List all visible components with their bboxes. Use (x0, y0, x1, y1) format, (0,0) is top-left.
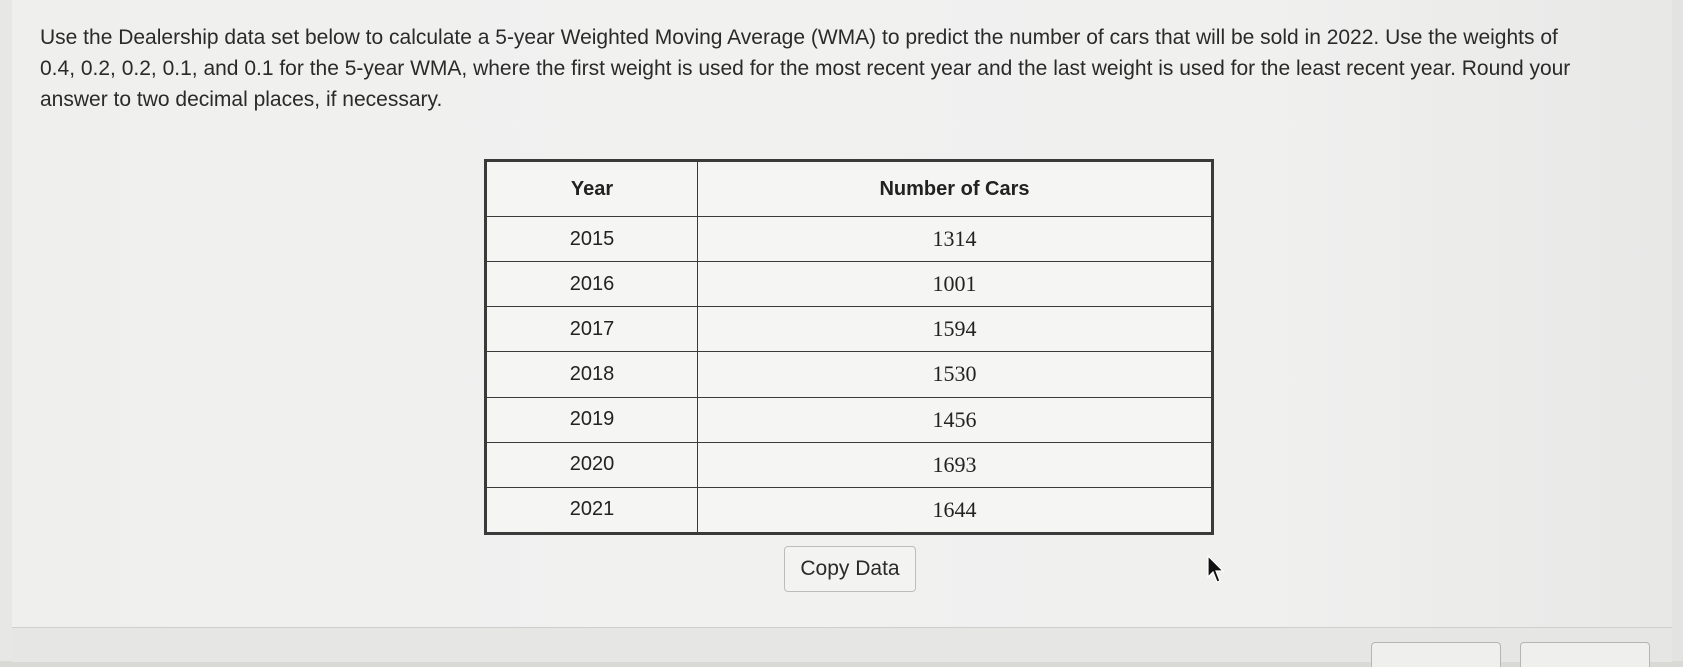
table-row: 2020 1693 (486, 441, 1212, 488)
table-row: 2016 1001 (486, 261, 1212, 308)
copy-data-button[interactable]: Copy Data (784, 546, 916, 592)
cell-year: 2020 (486, 441, 698, 488)
question-line-1: Use the Dealership data set below to cal… (40, 26, 1558, 49)
question-text: Use the Dealership data set below to cal… (40, 22, 1630, 115)
cell-cars: 1644 (697, 486, 1212, 534)
dealership-data-table: Year Number of Cars 2015 1314 2016 1001 … (484, 159, 1214, 535)
cell-cars: 1001 (697, 261, 1212, 308)
header-year: Year (486, 161, 698, 217)
cell-cars: 1693 (697, 441, 1212, 488)
question-line-2: 0.4, 0.2, 0.2, 0.1, and 0.1 for the 5-ye… (40, 57, 1571, 80)
cell-year: 2017 (486, 306, 698, 353)
table-row: 2018 1530 (486, 351, 1212, 398)
table-row: 2015 1314 (486, 215, 1212, 263)
cell-year: 2015 (486, 215, 698, 263)
cell-cars: 1530 (697, 351, 1212, 398)
header-number-of-cars: Number of Cars (697, 161, 1212, 217)
table-row: 2017 1594 (486, 306, 1212, 353)
cell-year: 2016 (486, 261, 698, 308)
cell-cars: 1314 (697, 215, 1212, 263)
cell-cars: 1456 (697, 396, 1212, 443)
table-header-row: Year Number of Cars (486, 161, 1212, 217)
cell-year: 2021 (486, 486, 698, 534)
cell-cars: 1594 (697, 306, 1212, 353)
question-line-3: answer to two decimal places, if necessa… (40, 88, 443, 111)
table-row: 2019 1456 (486, 396, 1212, 443)
bottom-button-left[interactable] (1371, 642, 1501, 667)
cell-year: 2019 (486, 396, 698, 443)
mouse-pointer-icon (1207, 555, 1225, 583)
table-row: 2021 1644 (486, 486, 1212, 534)
cell-year: 2018 (486, 351, 698, 398)
bottom-button-right[interactable] (1520, 642, 1650, 667)
